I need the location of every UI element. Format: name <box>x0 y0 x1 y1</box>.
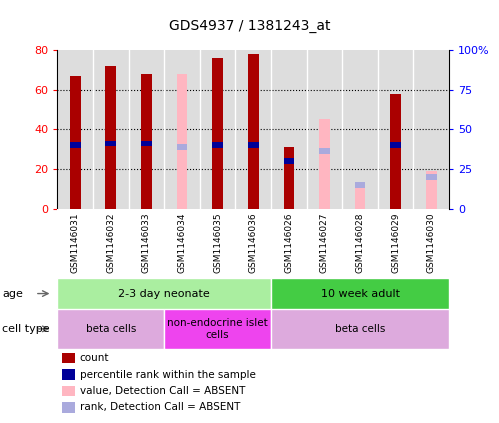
Bar <box>129 50 164 209</box>
Bar <box>271 50 307 209</box>
Text: cell type: cell type <box>2 324 50 334</box>
Bar <box>177 74 187 209</box>
Bar <box>426 171 437 209</box>
Bar <box>355 182 365 188</box>
Text: age: age <box>2 288 23 299</box>
Text: GSM1146028: GSM1146028 <box>356 212 365 272</box>
Text: percentile rank within the sample: percentile rank within the sample <box>80 370 255 379</box>
Text: count: count <box>80 353 109 363</box>
Bar <box>248 54 258 209</box>
Text: GSM1146032: GSM1146032 <box>106 212 115 272</box>
Bar <box>200 50 236 209</box>
Bar <box>57 278 271 309</box>
Bar <box>283 147 294 209</box>
Bar <box>141 74 152 209</box>
Bar <box>164 309 271 349</box>
Bar <box>271 278 449 309</box>
Bar <box>355 183 365 209</box>
Bar <box>271 50 307 209</box>
Bar <box>57 50 93 209</box>
Bar <box>271 309 449 349</box>
Bar <box>414 50 449 209</box>
Bar <box>236 50 271 209</box>
Bar <box>141 140 152 146</box>
Text: 10 week adult: 10 week adult <box>320 288 400 299</box>
Bar <box>164 50 200 209</box>
Text: 2-3 day neonate: 2-3 day neonate <box>118 288 210 299</box>
Bar <box>307 50 342 209</box>
Bar <box>93 50 129 209</box>
Bar <box>307 50 342 209</box>
Bar <box>248 142 258 148</box>
Bar <box>105 140 116 146</box>
Text: rank, Detection Call = ABSENT: rank, Detection Call = ABSENT <box>80 403 240 412</box>
Bar <box>390 142 401 148</box>
Bar <box>426 174 437 180</box>
Text: GSM1146035: GSM1146035 <box>213 212 222 273</box>
Text: GSM1146027: GSM1146027 <box>320 212 329 272</box>
Bar <box>200 50 236 209</box>
Bar <box>378 50 414 209</box>
Text: GSM1146026: GSM1146026 <box>284 212 293 272</box>
Text: GSM1146034: GSM1146034 <box>178 212 187 272</box>
Bar <box>319 148 330 154</box>
Text: GSM1146029: GSM1146029 <box>391 212 400 272</box>
Text: GSM1146033: GSM1146033 <box>142 212 151 273</box>
Bar <box>70 142 80 148</box>
Bar <box>390 93 401 209</box>
Text: beta cells: beta cells <box>335 324 385 334</box>
Text: value, Detection Call = ABSENT: value, Detection Call = ABSENT <box>80 386 245 396</box>
Bar <box>129 50 164 209</box>
Bar <box>70 76 80 209</box>
Bar <box>283 158 294 164</box>
Bar <box>164 50 200 209</box>
Text: beta cells: beta cells <box>86 324 136 334</box>
Bar <box>177 144 187 150</box>
Text: GSM1146031: GSM1146031 <box>71 212 80 273</box>
Bar <box>414 50 449 209</box>
Bar <box>212 58 223 209</box>
Bar <box>342 50 378 209</box>
Bar <box>212 142 223 148</box>
Text: GSM1146030: GSM1146030 <box>427 212 436 273</box>
Text: GDS4937 / 1381243_at: GDS4937 / 1381243_at <box>169 19 330 33</box>
Bar <box>378 50 414 209</box>
Bar <box>93 50 129 209</box>
Bar <box>105 66 116 209</box>
Bar <box>319 119 330 209</box>
Bar <box>57 309 164 349</box>
Text: GSM1146036: GSM1146036 <box>249 212 258 273</box>
Bar <box>57 50 93 209</box>
Bar <box>236 50 271 209</box>
Bar <box>342 50 378 209</box>
Text: non-endocrine islet
cells: non-endocrine islet cells <box>167 318 268 340</box>
